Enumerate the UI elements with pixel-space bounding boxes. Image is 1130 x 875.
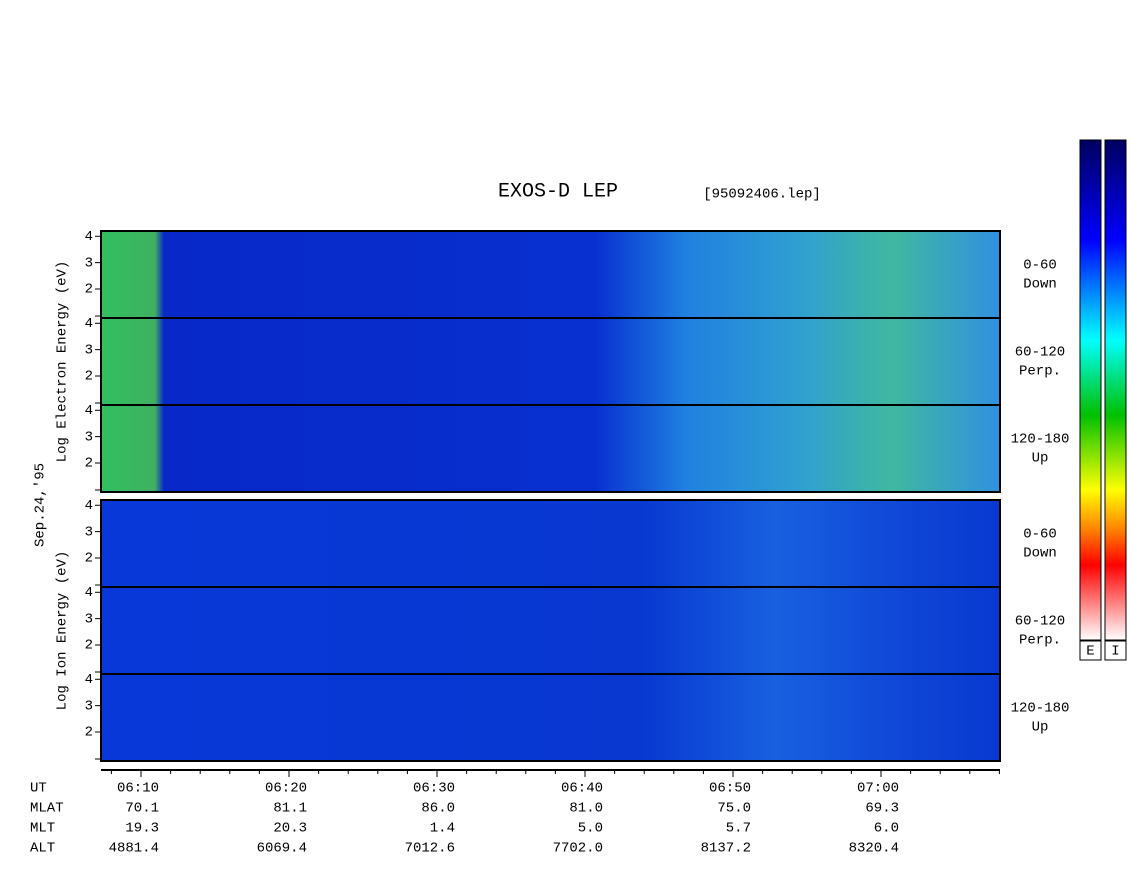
spectrogram-panel — [100, 230, 1001, 319]
row-value: 8137.2 — [701, 841, 751, 857]
panel-label: Up — [1032, 720, 1049, 736]
panel-label: 120-180 — [1011, 701, 1070, 717]
date-label: Sep.24,'95 — [33, 463, 49, 547]
row-value: 06:30 — [413, 781, 455, 797]
panel-label: 120-180 — [1011, 432, 1070, 448]
row-value: 6069.4 — [257, 841, 307, 857]
y-tick-label: 2 — [85, 369, 93, 385]
row-value: 75.0 — [717, 801, 751, 817]
y-tick-label: 4 — [85, 585, 93, 601]
colorbar — [1104, 139, 1127, 641]
row-value: 86.0 — [421, 801, 455, 817]
row-value: 07:00 — [857, 781, 899, 797]
y-tick-label: 3 — [85, 524, 93, 540]
panel-label: Perp. — [1019, 364, 1061, 380]
colorbar-label-box — [1104, 640, 1127, 661]
y-tick-label: 3 — [85, 698, 93, 714]
y-tick-label: 2 — [85, 551, 93, 567]
row-value: 7702.0 — [553, 841, 603, 857]
panel-label: 0-60 — [1023, 258, 1057, 274]
row-value: 1.4 — [430, 821, 455, 837]
row-name: MLAT — [30, 801, 64, 817]
colorbar — [1079, 139, 1102, 641]
spectrogram-panel — [100, 404, 1001, 493]
y-tick-label: 2 — [85, 456, 93, 472]
row-value: 5.7 — [726, 821, 751, 837]
row-name: UT — [30, 781, 47, 797]
file-name: [95092406.lep] — [703, 187, 821, 203]
panel-label: 60-120 — [1015, 614, 1065, 630]
panel-label: Perp. — [1019, 633, 1061, 649]
y-tick-label: 4 — [85, 316, 93, 332]
y-tick-label: 3 — [85, 255, 93, 271]
colorbar-label-box — [1079, 640, 1102, 661]
row-value: 7012.6 — [405, 841, 455, 857]
colorbar-label: E — [1086, 644, 1094, 660]
y-tick-label: 4 — [85, 229, 93, 245]
row-value: 19.3 — [125, 821, 159, 837]
row-value: 4881.4 — [109, 841, 159, 857]
y-tick-label: 3 — [85, 611, 93, 627]
row-value: 06:50 — [709, 781, 751, 797]
title: EXOS-D LEP — [498, 180, 618, 203]
y-tick-label: 3 — [85, 342, 93, 358]
panel-label: 60-120 — [1015, 345, 1065, 361]
row-value: 06:20 — [265, 781, 307, 797]
y-tick-label: 2 — [85, 725, 93, 741]
panel-label: Down — [1023, 546, 1057, 562]
row-value: 81.0 — [569, 801, 603, 817]
y-tick-label: 4 — [85, 498, 93, 514]
y-tick-label: 3 — [85, 429, 93, 445]
group-label: Log Electron Energy (eV) — [55, 261, 71, 463]
row-name: MLT — [30, 821, 55, 837]
y-tick-label: 4 — [85, 403, 93, 419]
spectrogram-panel — [100, 673, 1001, 762]
spectrogram-panel — [100, 586, 1001, 675]
panel-label: Up — [1032, 451, 1049, 467]
row-value: 06:10 — [117, 781, 159, 797]
colorbar-label: I — [1111, 644, 1119, 660]
y-tick-label: 2 — [85, 282, 93, 298]
row-name: ALT — [30, 841, 55, 857]
row-value: 20.3 — [273, 821, 307, 837]
row-value: 8320.4 — [849, 841, 899, 857]
row-value: 81.1 — [273, 801, 307, 817]
row-value: 5.0 — [578, 821, 603, 837]
spectrogram-panel — [100, 317, 1001, 406]
row-value: 06:40 — [561, 781, 603, 797]
row-value: 6.0 — [874, 821, 899, 837]
spectrogram-panel — [100, 499, 1001, 588]
row-value: 70.1 — [125, 801, 159, 817]
panel-label: 0-60 — [1023, 527, 1057, 543]
group-label: Log Ion Energy (eV) — [55, 551, 71, 711]
panel-label: Down — [1023, 277, 1057, 293]
y-tick-label: 4 — [85, 672, 93, 688]
row-value: 69.3 — [865, 801, 899, 817]
y-tick-label: 2 — [85, 638, 93, 654]
